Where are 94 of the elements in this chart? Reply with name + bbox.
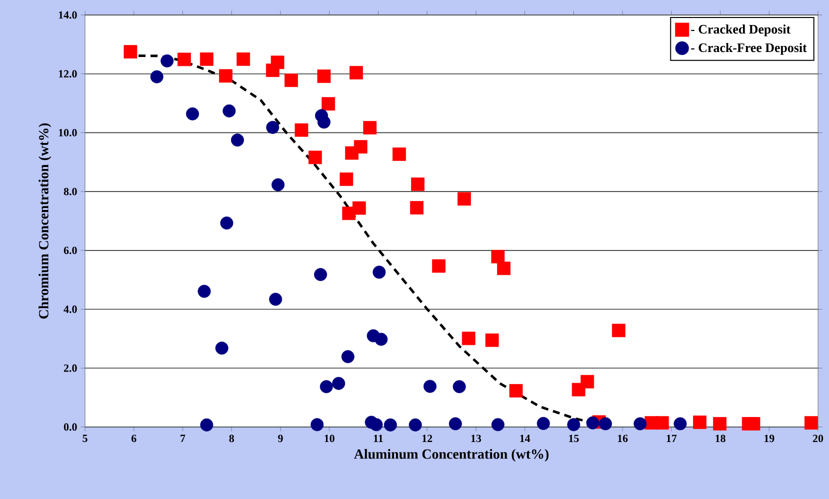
point (374, 332, 388, 346)
point (269, 292, 282, 306)
point (308, 150, 322, 164)
point (320, 380, 333, 394)
point (462, 332, 476, 346)
point (408, 418, 422, 432)
point (509, 384, 523, 398)
point (536, 416, 550, 430)
point (341, 350, 354, 364)
point (410, 201, 424, 214)
point (270, 56, 284, 70)
point (266, 120, 280, 134)
point (655, 416, 669, 430)
legend-label: - Cracked Deposit (691, 24, 791, 36)
point (491, 250, 505, 264)
x-tick-label: 9 (278, 434, 283, 442)
point (284, 74, 298, 88)
point (198, 284, 211, 298)
point (674, 417, 687, 430)
x-tick-label: 8 (229, 434, 234, 442)
point (314, 268, 328, 282)
y-tick-label: 6.0 (64, 246, 77, 254)
point (332, 376, 346, 390)
x-tick-label: 5 (82, 434, 88, 442)
point (586, 416, 600, 430)
x-tick-label: 19 (764, 434, 774, 442)
point (317, 116, 330, 129)
point (432, 259, 446, 273)
point (612, 324, 626, 338)
x-tick-label: 15 (569, 434, 579, 442)
y-tick-label: 2.0 (64, 364, 77, 372)
y-tick-label: 12.0 (58, 70, 77, 78)
point (693, 416, 706, 429)
point (746, 417, 760, 430)
point (452, 380, 466, 394)
point (485, 333, 499, 347)
x-axis-title: Aluminum Concentration (wt%) (354, 448, 549, 462)
point (222, 104, 236, 118)
point (458, 192, 471, 206)
x-tick-label: 20 (812, 434, 824, 442)
point (178, 52, 191, 66)
point (411, 178, 424, 191)
point (634, 417, 647, 430)
point (567, 418, 580, 432)
point (804, 416, 818, 430)
point (160, 54, 174, 68)
y-tick-label: 10.0 (58, 128, 77, 136)
point (294, 123, 308, 137)
point (215, 342, 228, 355)
point (342, 206, 356, 220)
point (392, 147, 406, 161)
point (340, 172, 354, 186)
point (310, 418, 324, 432)
point (272, 178, 285, 192)
point (186, 107, 200, 120)
x-tick-label: 13 (471, 434, 482, 442)
point (220, 216, 234, 230)
x-tick-label: 7 (180, 434, 186, 442)
y-tick-label: 4.0 (64, 306, 77, 313)
point (372, 266, 386, 279)
point (448, 417, 462, 430)
point (354, 140, 368, 154)
y-axis-title: Chromium Concentration (wt%) (38, 123, 52, 319)
x-tick-label: 14 (520, 434, 530, 442)
legend-label: - Crack-Free Deposit (691, 42, 807, 55)
point (424, 380, 437, 393)
point (150, 70, 164, 84)
x-tick-label: 16 (618, 434, 628, 442)
point (200, 52, 214, 66)
point (370, 418, 383, 432)
y-tick-label: 8.0 (64, 188, 77, 196)
point (384, 418, 397, 432)
point (491, 418, 504, 432)
point (713, 417, 726, 430)
point (317, 70, 331, 83)
point (219, 69, 232, 83)
point (322, 97, 336, 111)
point (598, 417, 612, 430)
point (124, 45, 138, 58)
point (230, 134, 244, 147)
x-tick-label: 10 (324, 434, 334, 442)
point (350, 66, 363, 80)
point (580, 374, 594, 388)
x-tick-label: 17 (666, 434, 677, 442)
point (363, 121, 377, 134)
point (497, 262, 510, 276)
x-tick-label: 18 (716, 434, 726, 442)
x-tick-label: 12 (422, 434, 432, 442)
y-tick-label: 0.0 (64, 423, 77, 431)
point (200, 418, 214, 432)
y-tick-label: 14.0 (58, 11, 77, 19)
x-tick-label: 11 (374, 434, 383, 442)
x-tick-label: 6 (132, 434, 136, 442)
point (236, 52, 250, 66)
